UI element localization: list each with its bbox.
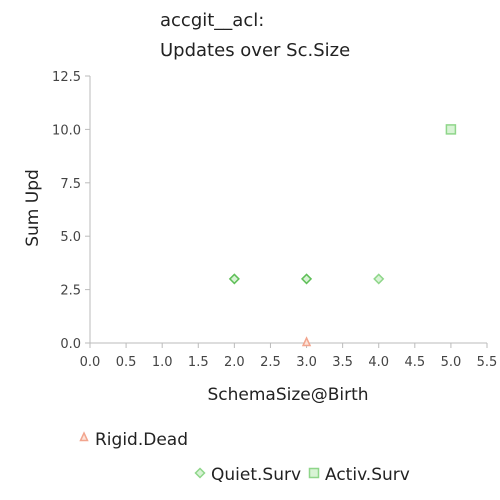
data-point-activ-surv <box>445 124 457 135</box>
legend-label: Quiet.Surv <box>211 465 301 485</box>
legend-label: Activ.Surv <box>325 465 410 485</box>
x-axis-label: SchemaSize@Birth <box>207 385 368 405</box>
legend-label: Rigid.Dead <box>95 430 188 450</box>
x-tick-label: 4.5 <box>404 355 425 370</box>
y-tick-label: 5.0 <box>60 230 81 245</box>
y-tick-label: 7.5 <box>60 177 81 192</box>
data-point-rigid-dead <box>301 336 312 347</box>
axes: 0.0 0.5 1.0 1.5 2.0 2.5 3.0 3.5 4.0 4.5 5.0 5.5 0.0 2… <box>52 70 497 370</box>
chart-title-line1: accgit__acl: <box>160 10 264 31</box>
data-marks <box>228 124 457 347</box>
x-tick-label: 1.5 <box>188 355 209 370</box>
data-point-quiet-surv <box>373 273 385 285</box>
legend: Rigid.Dead Quiet.Surv Activ.Surv <box>79 430 410 485</box>
data-point-quiet-surv <box>300 273 313 285</box>
x-tick-label: 5.0 <box>441 355 462 370</box>
y-tick-label: 10.0 <box>52 123 81 138</box>
x-tick-label: 2.0 <box>224 355 245 370</box>
data-point-quiet-surv <box>228 273 240 285</box>
y-tick-label: 12.5 <box>52 70 81 85</box>
legend-marker-quiet-surv <box>194 467 206 479</box>
x-tick-label: 3.0 <box>296 355 317 370</box>
y-tick-label: 0.0 <box>60 337 81 352</box>
x-tick-label: 4.0 <box>368 355 389 370</box>
chart-title-line2: Updates over Sc.Size <box>160 40 350 61</box>
x-tick-label: 0.5 <box>116 355 137 370</box>
x-tick-label: 3.5 <box>332 355 353 370</box>
x-tick-label: 1.0 <box>152 355 173 370</box>
legend-marker-activ-surv <box>308 467 320 479</box>
x-tick-label: 0.0 <box>80 355 101 370</box>
y-axis-label: Sum Upd <box>23 169 43 247</box>
x-tick-label: 2.5 <box>260 355 281 370</box>
y-tick-label: 2.5 <box>60 284 81 299</box>
legend-marker-rigid-dead <box>79 431 89 442</box>
x-tick-label: 5.5 <box>477 355 498 370</box>
